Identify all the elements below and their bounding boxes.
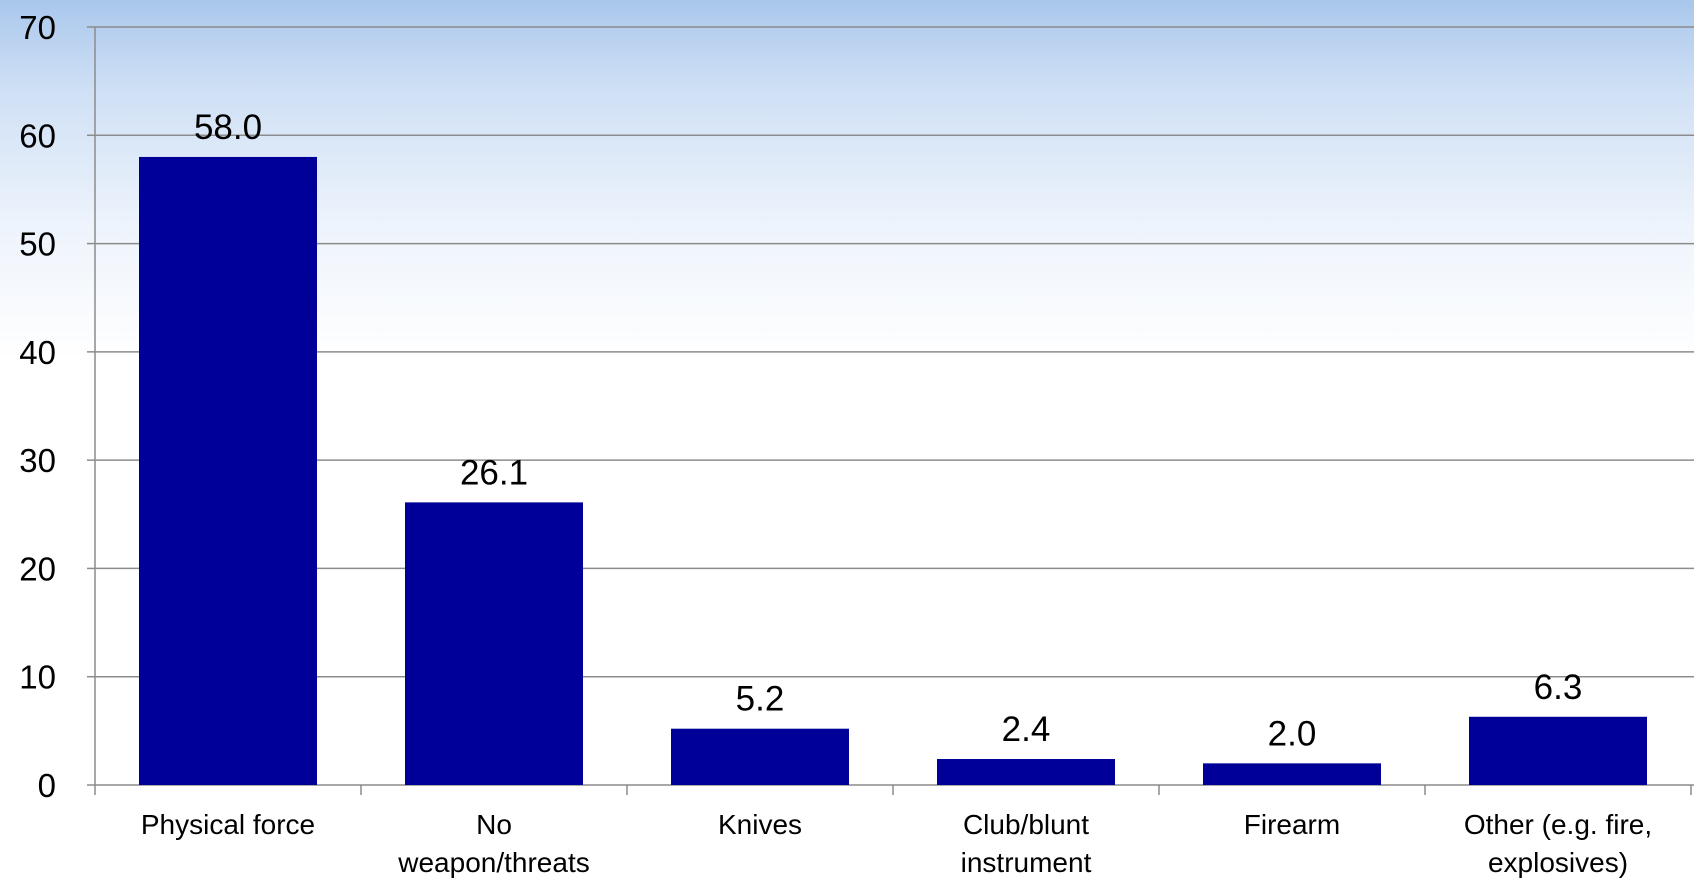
category-label: Firearm — [1244, 809, 1340, 840]
bar — [405, 502, 583, 785]
y-tick-label: 20 — [19, 550, 56, 587]
category-label: Physical force — [141, 809, 315, 840]
value-label: 2.4 — [1002, 710, 1051, 749]
category-label: Other (e.g. fire, — [1464, 809, 1652, 840]
value-label: 26.1 — [460, 453, 528, 492]
category-label: Knives — [718, 809, 802, 840]
y-tick-label: 50 — [19, 226, 56, 263]
y-tick-label: 10 — [19, 659, 56, 696]
gridlines — [95, 26, 1694, 678]
axes — [87, 26, 1694, 795]
x-axis-category-labels: Physical force No weapon/threats Knives Club… — [141, 809, 1652, 878]
y-tick-label: 70 — [19, 9, 56, 46]
bar — [937, 759, 1115, 785]
value-labels: 58.0 26.1 5.2 2.4 2.0 6.3 — [194, 108, 1582, 753]
category-label: No — [476, 809, 512, 840]
bar — [1203, 763, 1381, 785]
bar — [1469, 716, 1647, 785]
value-label: 5.2 — [736, 680, 785, 719]
y-tick-label: 40 — [19, 334, 56, 371]
value-label: 58.0 — [194, 108, 262, 147]
value-label: 2.0 — [1268, 714, 1317, 753]
bar — [671, 728, 849, 785]
value-label: 6.3 — [1534, 668, 1583, 707]
category-label: weapon/threats — [397, 847, 589, 878]
category-label: explosives) — [1488, 847, 1628, 878]
y-tick-label: 30 — [19, 442, 56, 479]
y-tick-label: 0 — [38, 767, 56, 804]
y-tick-label: 60 — [19, 117, 56, 154]
y-axis-tick-labels: 0 10 20 30 40 50 60 70 — [19, 9, 56, 804]
category-label: Club/blunt — [963, 809, 1089, 840]
bars — [139, 156, 1647, 785]
bar — [139, 156, 317, 785]
category-label: instrument — [961, 847, 1092, 878]
